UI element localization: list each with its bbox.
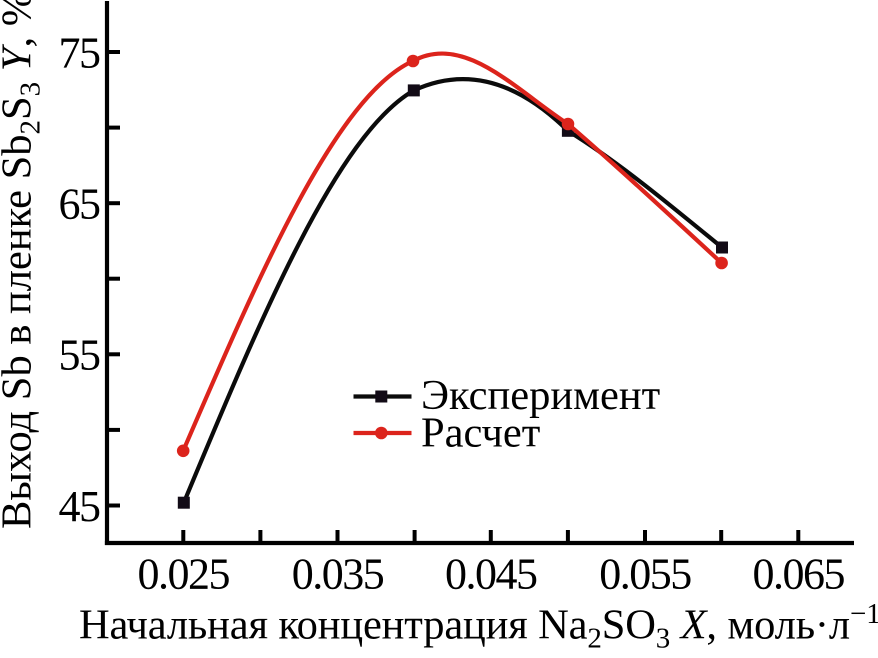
svg-text:Начальная концентрация Na2SO3: Начальная концентрация Na2SO3 X, моль·л−… [79, 598, 878, 653]
svg-text:55: 55 [59, 331, 101, 380]
svg-text:45: 45 [59, 482, 101, 531]
svg-text:0.065: 0.065 [753, 550, 845, 599]
svg-text:65: 65 [59, 180, 101, 229]
svg-text:0.045: 0.045 [445, 550, 537, 599]
svg-text:Расчет: Расчет [421, 410, 540, 457]
svg-text:75: 75 [59, 28, 101, 77]
svg-text:Выход Sb в пленке Sb2S3 Y, %: Выход Sb в пленке Sb2S3 Y, % [0, 0, 47, 529]
svg-text:Эксперимент: Эксперимент [421, 372, 660, 419]
svg-text:0.025: 0.025 [138, 550, 230, 599]
svg-text:0.055: 0.055 [599, 550, 691, 599]
svg-text:0.035: 0.035 [292, 550, 384, 599]
